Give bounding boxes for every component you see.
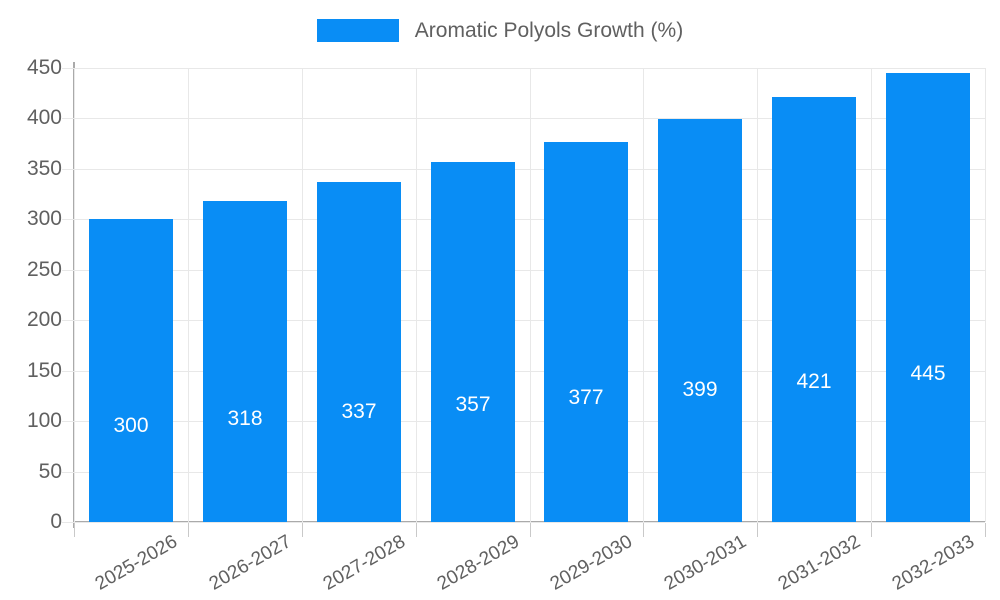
- gridline-vertical: [188, 68, 189, 522]
- x-axis-tick-mark: [871, 523, 872, 537]
- y-axis-tick-label: 100: [26, 409, 62, 433]
- bar-value-label: 399: [682, 378, 718, 402]
- gridline-vertical: [530, 68, 531, 522]
- x-axis-tick-label: 2030-2031: [661, 531, 751, 595]
- plot-area: 300 318 337 357 377 399 421 445: [62, 68, 986, 523]
- bar[interactable]: [89, 219, 173, 522]
- gridline-vertical: [302, 68, 303, 522]
- y-axis-tick-label: 150: [26, 358, 62, 382]
- bar[interactable]: [658, 119, 742, 522]
- y-axis-tick-label: 50: [38, 459, 62, 483]
- gridline-vertical: [74, 68, 75, 522]
- x-axis-tick-label: 2025-2026: [91, 531, 181, 595]
- gridline-horizontal: [62, 68, 985, 69]
- gridline-horizontal: [62, 471, 985, 473]
- bar-value-label: 357: [455, 393, 491, 417]
- x-axis-tick-label: 2032-2033: [888, 531, 979, 595]
- bar-value-label: 445: [910, 361, 946, 385]
- bar[interactable]: [431, 161, 515, 522]
- x-axis-tick-mark: [530, 523, 531, 537]
- gridline-horizontal: [62, 320, 985, 322]
- y-axis-tick-label: 450: [26, 56, 62, 79]
- x-axis-tick-label: 2028-2029: [433, 531, 523, 595]
- gridline-horizontal: [62, 421, 985, 423]
- bar[interactable]: [544, 141, 628, 522]
- gridline-vertical: [643, 68, 644, 522]
- y-axis-tick-label: 250: [26, 257, 62, 281]
- bar[interactable]: [886, 73, 970, 522]
- chart-legend: Aromatic Polyols Growth (%): [0, 8, 1000, 52]
- x-axis-tick-mark: [985, 523, 986, 537]
- x-axis-tick-label: 2031-2032: [774, 531, 865, 595]
- x-axis-tick-label: 2026-2027: [205, 531, 295, 595]
- gridline-horizontal: [62, 269, 985, 271]
- legend-swatch-icon: [316, 18, 399, 42]
- gridline-vertical: [985, 68, 986, 522]
- gridline-horizontal: [62, 168, 985, 170]
- x-axis-tick-label: 2029-2030: [547, 531, 637, 595]
- y-axis-tick-label: 350: [26, 156, 62, 180]
- x-axis-tick-mark: [757, 523, 758, 537]
- x-axis-tick-mark: [416, 523, 417, 537]
- gridline-horizontal: [62, 522, 985, 523]
- bar-value-label: 318: [227, 407, 263, 431]
- bar[interactable]: [203, 201, 287, 522]
- x-axis-tick-mark: [643, 523, 644, 537]
- legend-label: Aromatic Polyols Growth (%): [414, 18, 684, 42]
- gridline-horizontal: [62, 370, 985, 372]
- bar-value-label: 421: [796, 370, 832, 394]
- bar[interactable]: [317, 182, 401, 522]
- bar-value-label: 300: [113, 413, 149, 437]
- y-axis-tick-label: 200: [26, 308, 62, 332]
- x-axis-tick-mark: [302, 523, 303, 537]
- y-axis-tick-label: 400: [26, 106, 62, 130]
- gridline-vertical: [416, 68, 417, 522]
- y-axis-tick-label: 300: [26, 207, 62, 231]
- gridline-vertical: [757, 68, 758, 522]
- bar[interactable]: [772, 97, 856, 522]
- x-axis-tick-label: 2027-2028: [319, 531, 409, 595]
- gridline-vertical: [871, 68, 872, 522]
- bar-value-label: 377: [568, 385, 604, 409]
- gridline-horizontal: [62, 118, 985, 120]
- y-axis-tick-label: 0: [50, 510, 62, 533]
- x-axis-tick-mark: [74, 523, 75, 537]
- gridline-horizontal: [62, 219, 985, 221]
- bar-value-label: 337: [341, 400, 377, 424]
- x-axis-tick-mark: [188, 523, 189, 537]
